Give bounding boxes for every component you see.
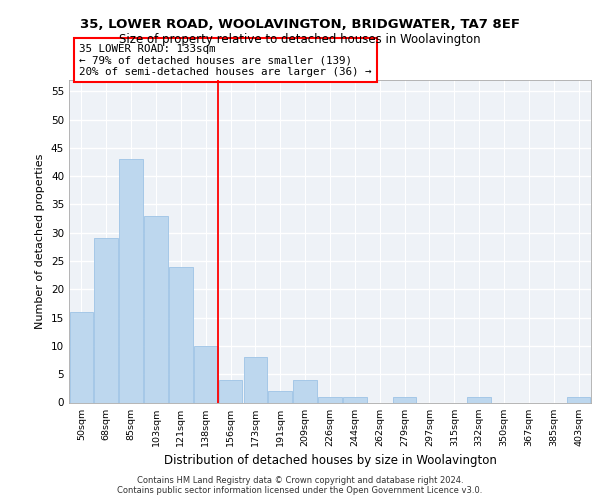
Text: Size of property relative to detached houses in Woolavington: Size of property relative to detached ho… [119,32,481,46]
X-axis label: Distribution of detached houses by size in Woolavington: Distribution of detached houses by size … [164,454,496,467]
Bar [94,238,118,402]
Bar [219,380,242,402]
Bar [393,397,416,402]
Bar [119,159,143,402]
Y-axis label: Number of detached properties: Number of detached properties [35,154,46,329]
Bar [318,397,342,402]
Bar [343,397,367,402]
Bar [268,391,292,402]
Text: 35, LOWER ROAD, WOOLAVINGTON, BRIDGWATER, TA7 8EF: 35, LOWER ROAD, WOOLAVINGTON, BRIDGWATER… [80,18,520,30]
Bar [144,216,168,402]
Bar [293,380,317,402]
Text: 35 LOWER ROAD: 133sqm
← 79% of detached houses are smaller (139)
20% of semi-det: 35 LOWER ROAD: 133sqm ← 79% of detached … [79,44,372,77]
Bar [194,346,218,403]
Bar [244,357,267,403]
Bar [70,312,93,402]
Text: Contains HM Land Registry data © Crown copyright and database right 2024.: Contains HM Land Registry data © Crown c… [137,476,463,485]
Text: Contains public sector information licensed under the Open Government Licence v3: Contains public sector information licen… [118,486,482,495]
Bar [169,266,193,402]
Bar [467,397,491,402]
Bar [567,397,590,402]
